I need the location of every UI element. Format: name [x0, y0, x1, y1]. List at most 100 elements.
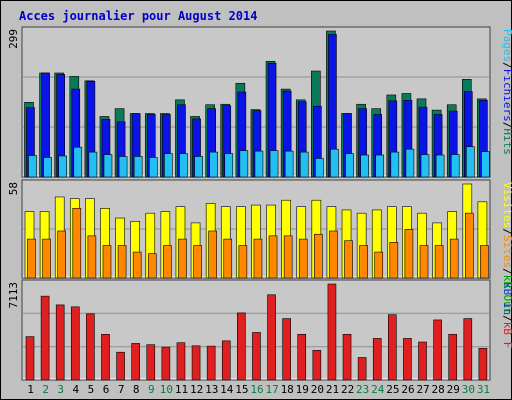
bar-kbf: [342, 333, 352, 381]
x-tick-label: 29: [447, 383, 460, 396]
x-tick-label: 28: [432, 383, 445, 396]
legend-entry: /: [501, 62, 512, 69]
bar-pages: [435, 154, 445, 178]
bar-kbf: [191, 345, 201, 381]
bar-kbf: [221, 340, 231, 381]
bar-kbf: [237, 312, 246, 381]
series-group-top: [24, 30, 490, 178]
x-tick-label: 8: [133, 383, 140, 396]
chart-title: Acces journalier pour August 2014: [19, 9, 257, 23]
legend-entry: Visites: [501, 182, 512, 228]
x-tick-label: 19: [296, 383, 309, 396]
bar-sites: [132, 251, 142, 279]
bar-kbf: [267, 294, 276, 381]
bar-kbf: [463, 318, 473, 381]
legend-entry: Hits: [501, 128, 512, 155]
x-tick-label: 14: [220, 383, 234, 396]
bar-pages: [420, 154, 430, 178]
legend: Pages/Fichiers/Hits: [501, 29, 512, 155]
bar-kbf: [86, 313, 95, 381]
x-tick-label: 27: [416, 383, 429, 396]
legend-entry: Sites: [501, 235, 512, 268]
x-tick-label: 13: [205, 383, 218, 396]
bar-sites: [117, 245, 127, 279]
bar-kbf: [418, 341, 427, 381]
x-tick-label: 12: [190, 383, 203, 396]
bar-pages: [148, 157, 158, 178]
bar-sites: [193, 245, 202, 279]
legend: kB In/kB F: [501, 282, 512, 348]
bar-kbf: [388, 314, 397, 381]
bar-sites: [344, 240, 353, 279]
x-tick-label: 2: [42, 383, 49, 396]
x-tick-label: 25: [386, 383, 399, 396]
bar-sites: [238, 245, 248, 279]
x-tick-label: 30: [462, 383, 475, 396]
series-group-bottom: [25, 283, 488, 381]
bar-kbf: [55, 304, 65, 381]
x-tick-label: 17: [265, 383, 278, 396]
bar-pages: [405, 148, 415, 178]
x-tick-label: 20: [311, 383, 324, 396]
bar-sites: [404, 229, 414, 279]
legend-entry: /: [501, 315, 512, 322]
x-tick-label: 11: [175, 383, 188, 396]
bar-kbf: [116, 351, 125, 381]
bar-sites: [163, 245, 172, 279]
bar-kbf: [252, 332, 261, 381]
bar-kbf: [146, 344, 156, 381]
bar-pages: [194, 156, 203, 178]
bar-kbf: [101, 333, 110, 381]
bar-sites: [42, 238, 51, 279]
bar-pages: [315, 158, 324, 178]
legend-entry: kB In: [501, 282, 512, 315]
bar-sites: [314, 233, 323, 279]
bar-sites: [434, 245, 444, 279]
bar-kbf: [206, 345, 216, 381]
x-tick-label: 1: [27, 383, 34, 396]
y-max-label: 58: [7, 182, 20, 195]
bar-sites: [389, 242, 399, 279]
bar-kbf: [25, 336, 35, 381]
legend-entry: Pages: [501, 29, 512, 62]
bar-sites: [329, 230, 338, 279]
bar-pages: [450, 154, 460, 178]
x-tick-label: 5: [88, 383, 95, 396]
bar-sites: [298, 238, 308, 279]
bar-pages: [466, 146, 475, 178]
bar-sites: [57, 230, 66, 279]
bar-kbf: [70, 306, 80, 381]
bar-sites: [359, 245, 368, 279]
bar-pages: [330, 148, 339, 178]
y-max-label: 299: [7, 29, 20, 49]
x-tick-label: 21: [326, 383, 339, 396]
x-tick-label: 18: [281, 383, 294, 396]
x-tick-label: 4: [73, 383, 80, 396]
bar-sites: [208, 230, 217, 279]
bar-pages: [224, 153, 234, 178]
bar-sites: [465, 212, 474, 279]
bar-kbf: [327, 283, 337, 381]
bar-kbf: [372, 338, 382, 381]
bar-sites: [253, 238, 263, 279]
bar-sites: [480, 245, 489, 279]
bar-sites: [374, 251, 384, 279]
bar-pages: [58, 155, 67, 178]
bar-sites: [147, 253, 157, 279]
bar-pages: [73, 146, 83, 178]
bar-pages: [28, 155, 37, 178]
bar-sites: [178, 238, 187, 279]
bar-pages: [390, 151, 400, 178]
bar-pages: [43, 157, 52, 178]
bar-kbf: [478, 347, 488, 381]
bar-kbf: [161, 346, 171, 381]
bar-sites: [449, 238, 459, 279]
legend-entry: Fichiers: [501, 69, 512, 122]
series-group-middle: [24, 183, 489, 279]
bar-pages: [284, 150, 294, 178]
bar-pages: [299, 151, 309, 178]
bar-sites: [72, 208, 82, 279]
x-tick-label: 16: [250, 383, 263, 396]
